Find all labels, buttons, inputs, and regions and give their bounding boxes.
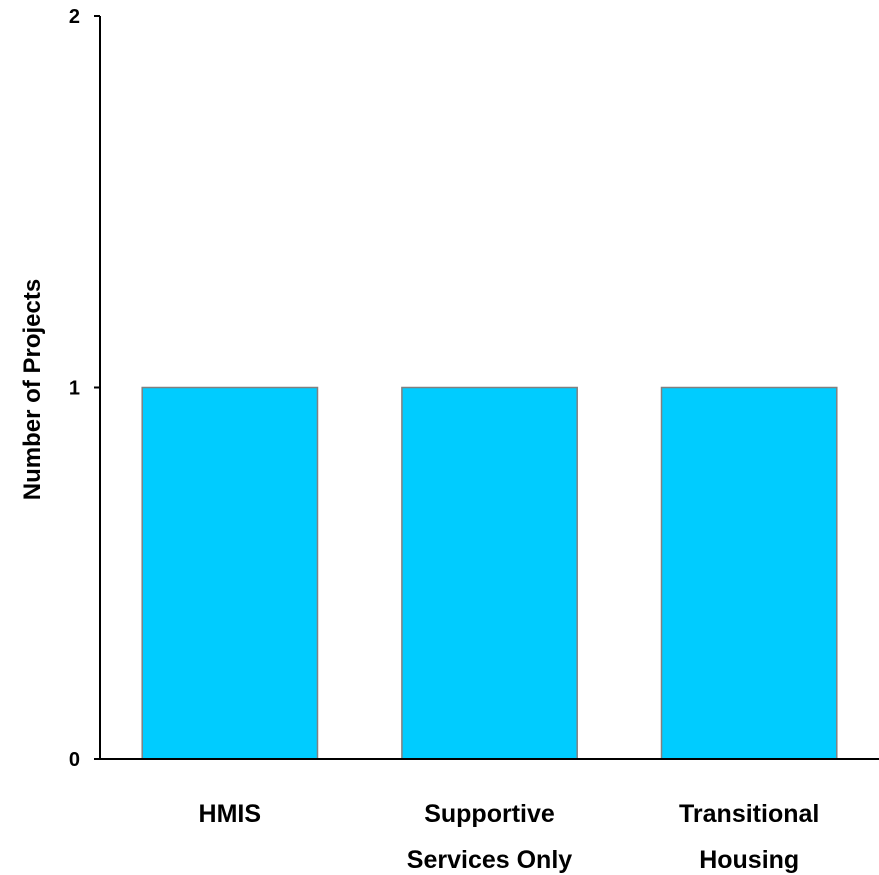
y-axis-title: Number of Projects xyxy=(19,279,46,500)
x-tick-label-1: HMIS xyxy=(199,800,262,828)
bars-layer xyxy=(141,386,838,760)
bar-2 xyxy=(401,386,578,760)
bar-3 xyxy=(660,386,838,760)
axes-layer xyxy=(94,15,879,760)
x-tick-label-line: HMIS xyxy=(199,800,262,828)
x-tick-label-3: Transitional Housing xyxy=(679,800,819,874)
x-tick-label-2: Supportive Services Only xyxy=(407,800,572,874)
x-tick-label-line: Transitional xyxy=(679,800,819,828)
bar-1 xyxy=(141,386,319,760)
y-tick-label: 2 xyxy=(69,6,80,28)
y-tick-label: 1 xyxy=(69,378,80,400)
y-tick-label: 0 xyxy=(69,749,80,771)
x-tick-label-line: Housing xyxy=(699,846,799,874)
x-tick-label-line: Services Only xyxy=(407,846,572,874)
labels-layer: HMIS Supportive Services Only Transitional H… xyxy=(19,6,819,874)
x-tick-label-line: Supportive xyxy=(424,800,555,828)
